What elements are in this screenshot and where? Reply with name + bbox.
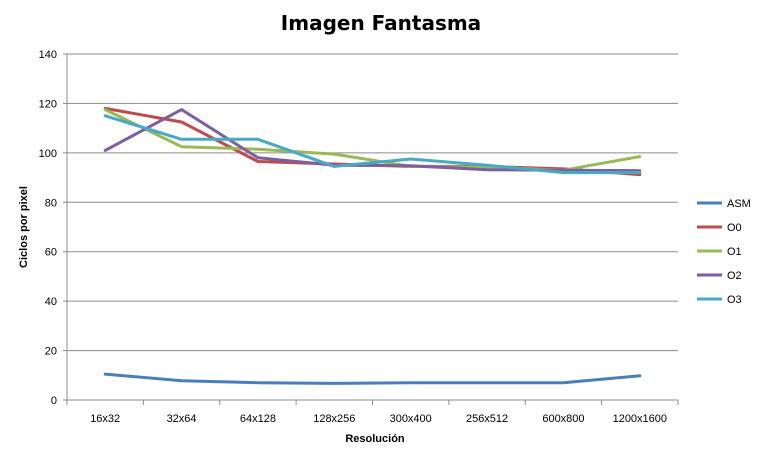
y-tick-label: 0 [51,395,57,407]
y-tick-label: 20 [45,346,57,358]
x-tick-label: 16x32 [90,413,120,425]
legend: ASM O0 O1 O2 O3 [697,198,751,306]
legend-label-asm: ASM [727,198,751,210]
chart-title: Imagen Fantasma [281,11,481,35]
y-tick-label: 80 [45,197,57,209]
series-lines [103,106,642,385]
x-tick-label: 600x800 [542,413,584,425]
y-axis-title: Ciclos por pixel [18,186,30,268]
x-tick-label: 300x400 [390,413,432,425]
x-tick-label: 256x512 [466,413,508,425]
y-tick-label: 60 [45,247,57,259]
gridlines [67,53,678,352]
y-tick-labels: 0 20 40 60 80 100 120 140 [39,49,67,407]
series-line-o3 [103,114,642,175]
axes [66,54,678,401]
x-tick-labels: 16x32 32x64 64x128 128x256 300x400 256x512 600… [66,400,679,425]
series-line-asm [103,372,642,385]
y-tick-label: 140 [39,49,57,61]
x-tick-label: 64x128 [240,413,276,425]
y-tick-label: 100 [39,148,57,160]
y-tick-label: 40 [45,296,57,308]
legend-label-o3: O3 [727,294,742,306]
x-tick-label: 1200x1600 [613,413,667,425]
x-axis-title: Resolución [345,433,405,445]
legend-label-o1: O1 [727,246,742,258]
legend-label-o2: O2 [727,270,742,282]
y-tick-label: 120 [39,98,57,110]
legend-label-o0: O0 [727,222,742,234]
x-tick-label: 32x64 [167,413,197,425]
x-tick-label: 128x256 [313,413,355,425]
